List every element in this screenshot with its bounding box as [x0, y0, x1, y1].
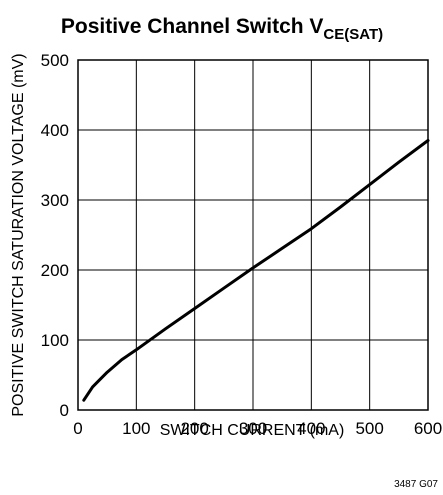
y-tick-label-100: 100 — [41, 331, 69, 350]
plot-frame — [77, 59, 429, 411]
y-tick-label-400: 400 — [41, 121, 69, 140]
y-tick-label-0: 0 — [60, 401, 69, 420]
chart-title-main: Positive Channel Switch V — [61, 15, 324, 38]
figure-number: 3487 G07 — [394, 479, 438, 490]
x-tick-label-400: 400 — [297, 419, 325, 438]
x-tick-label-600: 600 — [414, 419, 442, 438]
y-tick-label-300: 300 — [41, 191, 69, 210]
y-axis-label: POSITIVE SWITCH SATURATION VOLTAGE (mV) — [10, 53, 27, 416]
grid-lines — [78, 60, 428, 410]
y-tick-label-500: 500 — [41, 51, 69, 70]
x-tick-label-100: 100 — [122, 419, 150, 438]
x-tick-label-0: 0 — [73, 419, 82, 438]
x-tick-label-500: 500 — [355, 419, 383, 438]
chart-title: Positive Channel Switch VCE(SAT) — [61, 15, 383, 43]
tick-labels: 0 100 200 300 400 500 600 0 100 200 300 400 500 — [41, 51, 443, 438]
x-tick-label-200: 200 — [180, 419, 208, 438]
x-axis-label: SWITCH CURRENT (mA) — [160, 422, 345, 439]
x-tick-label-300: 300 — [239, 419, 267, 438]
y-tick-label-200: 200 — [41, 261, 69, 280]
chart-title-subscript: CE(SAT) — [323, 26, 383, 43]
data-line — [82, 139, 430, 402]
